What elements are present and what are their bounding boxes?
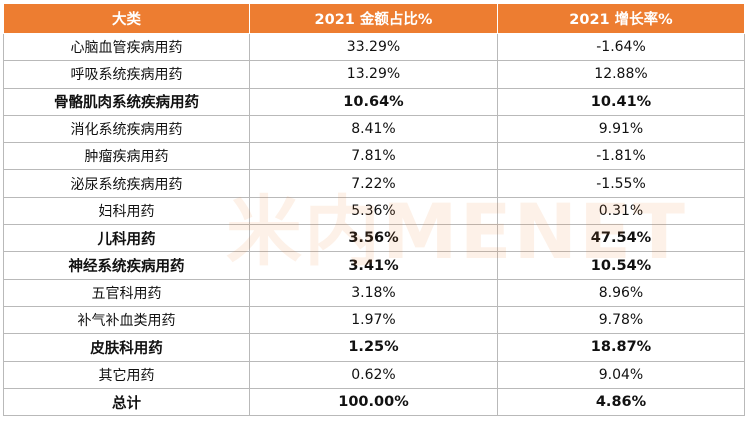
cell-category: 心脑血管疾病用药	[3, 32, 250, 62]
cell-share: 5.36%	[249, 196, 498, 226]
cell-growth: -1.81%	[497, 142, 745, 171]
table-row: 泌尿系统疾病用药 7.22% -1.55%	[3, 169, 745, 198]
cell-share: 7.22%	[249, 169, 498, 198]
cell-growth: 12.88%	[497, 60, 745, 89]
cell-category: 肿瘤疾病用药	[3, 142, 250, 171]
cell-category: 消化系统疾病用药	[3, 114, 250, 144]
cell-growth: 47.54%	[497, 224, 745, 253]
cell-share: 13.29%	[249, 60, 498, 89]
cell-share: 7.81%	[249, 142, 498, 171]
table-row: 消化系统疾病用药 8.41% 9.91%	[3, 114, 745, 144]
table-row: 总计 100.00% 4.86%	[3, 387, 745, 417]
cell-category: 神经系统疾病用药	[3, 251, 250, 280]
table-header-row: 大类 2021 金额占比% 2021 增长率%	[3, 3, 745, 34]
table-body: 心脑血管疾病用药 33.29% -1.64% 呼吸系统疾病用药 13.29% 12.88%…	[3, 32, 745, 417]
drug-category-table: 大类 2021 金额占比% 2021 增长率% 心脑血管疾病用药 33.29% -1…	[3, 3, 745, 417]
cell-growth: -1.64%	[497, 32, 745, 62]
cell-share: 8.41%	[249, 114, 498, 144]
cell-growth: 9.78%	[497, 305, 745, 335]
table-row: 妇科用药 5.36% 0.31%	[3, 196, 745, 226]
table-row: 五官科用药 3.18% 8.96%	[3, 278, 745, 307]
header-share: 2021 金额占比%	[249, 3, 498, 34]
cell-growth: 10.41%	[497, 87, 745, 116]
cell-share: 1.25%	[249, 333, 498, 362]
table-row: 皮肤科用药 1.25% 18.87%	[3, 333, 745, 362]
table-row: 心脑血管疾病用药 33.29% -1.64%	[3, 32, 745, 62]
table-row: 儿科用药 3.56% 47.54%	[3, 224, 745, 253]
cell-growth: 18.87%	[497, 333, 745, 362]
cell-growth: 0.31%	[497, 196, 745, 226]
cell-share: 0.62%	[249, 360, 498, 389]
cell-category: 五官科用药	[3, 278, 250, 307]
cell-category: 补气补血类用药	[3, 305, 250, 335]
cell-share: 3.41%	[249, 251, 498, 280]
cell-growth: 9.91%	[497, 114, 745, 144]
cell-category: 泌尿系统疾病用药	[3, 169, 250, 198]
cell-growth: 4.86%	[497, 387, 745, 417]
table-row: 肿瘤疾病用药 7.81% -1.81%	[3, 142, 745, 171]
data-table-container: 大类 2021 金额占比% 2021 增长率% 心脑血管疾病用药 33.29% -1…	[3, 3, 745, 417]
cell-share: 1.97%	[249, 305, 498, 335]
cell-category: 儿科用药	[3, 224, 250, 253]
cell-category: 呼吸系统疾病用药	[3, 60, 250, 89]
header-growth: 2021 增长率%	[497, 3, 745, 34]
table-row: 呼吸系统疾病用药 13.29% 12.88%	[3, 60, 745, 89]
table-row: 补气补血类用药 1.97% 9.78%	[3, 305, 745, 335]
cell-share: 3.18%	[249, 278, 498, 307]
cell-share: 100.00%	[249, 387, 498, 417]
cell-category: 骨骼肌肉系统疾病用药	[3, 87, 250, 116]
table-row: 神经系统疾病用药 3.41% 10.54%	[3, 251, 745, 280]
cell-category: 其它用药	[3, 360, 250, 389]
cell-share: 10.64%	[249, 87, 498, 116]
table-row: 其它用药 0.62% 9.04%	[3, 360, 745, 389]
cell-growth: -1.55%	[497, 169, 745, 198]
cell-growth: 10.54%	[497, 251, 745, 280]
cell-share: 33.29%	[249, 32, 498, 62]
cell-category: 皮肤科用药	[3, 333, 250, 362]
table-row: 骨骼肌肉系统疾病用药 10.64% 10.41%	[3, 87, 745, 116]
cell-growth: 8.96%	[497, 278, 745, 307]
cell-category: 妇科用药	[3, 196, 250, 226]
cell-share: 3.56%	[249, 224, 498, 253]
header-category: 大类	[3, 3, 250, 34]
cell-growth: 9.04%	[497, 360, 745, 389]
cell-category: 总计	[3, 387, 250, 417]
